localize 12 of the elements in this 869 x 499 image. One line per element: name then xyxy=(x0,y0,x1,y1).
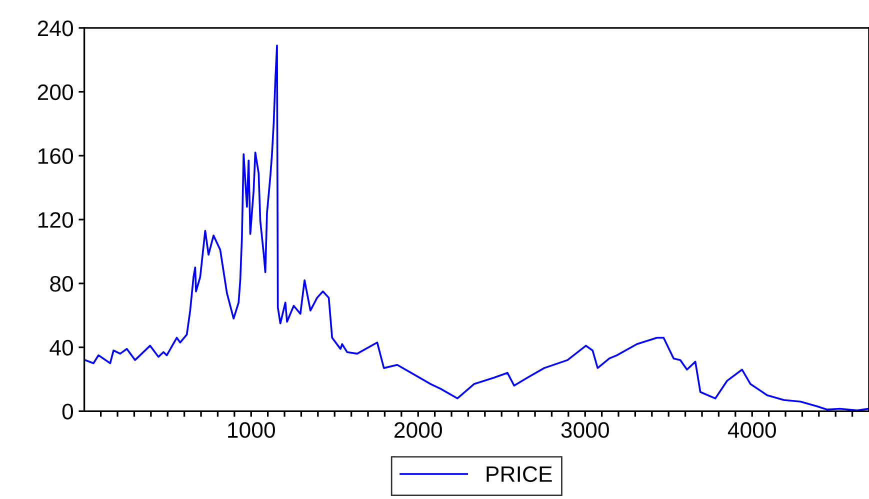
y-tick-label: 40 xyxy=(50,340,74,356)
y-tick-label: 240 xyxy=(38,20,74,36)
x-tick-label: 1000 xyxy=(228,422,275,438)
x-tick-label: 4000 xyxy=(728,422,776,438)
x-tick-label: 3000 xyxy=(561,422,609,438)
y-tick-label: 80 xyxy=(50,276,74,292)
y-tick-label: 160 xyxy=(38,148,74,164)
x-tick-label: 2000 xyxy=(394,422,442,438)
legend-label: PRICE xyxy=(486,466,552,482)
y-tick-label: 120 xyxy=(38,212,74,228)
y-tick-label: 0 xyxy=(62,404,74,420)
y-tick-label: 200 xyxy=(38,84,74,100)
